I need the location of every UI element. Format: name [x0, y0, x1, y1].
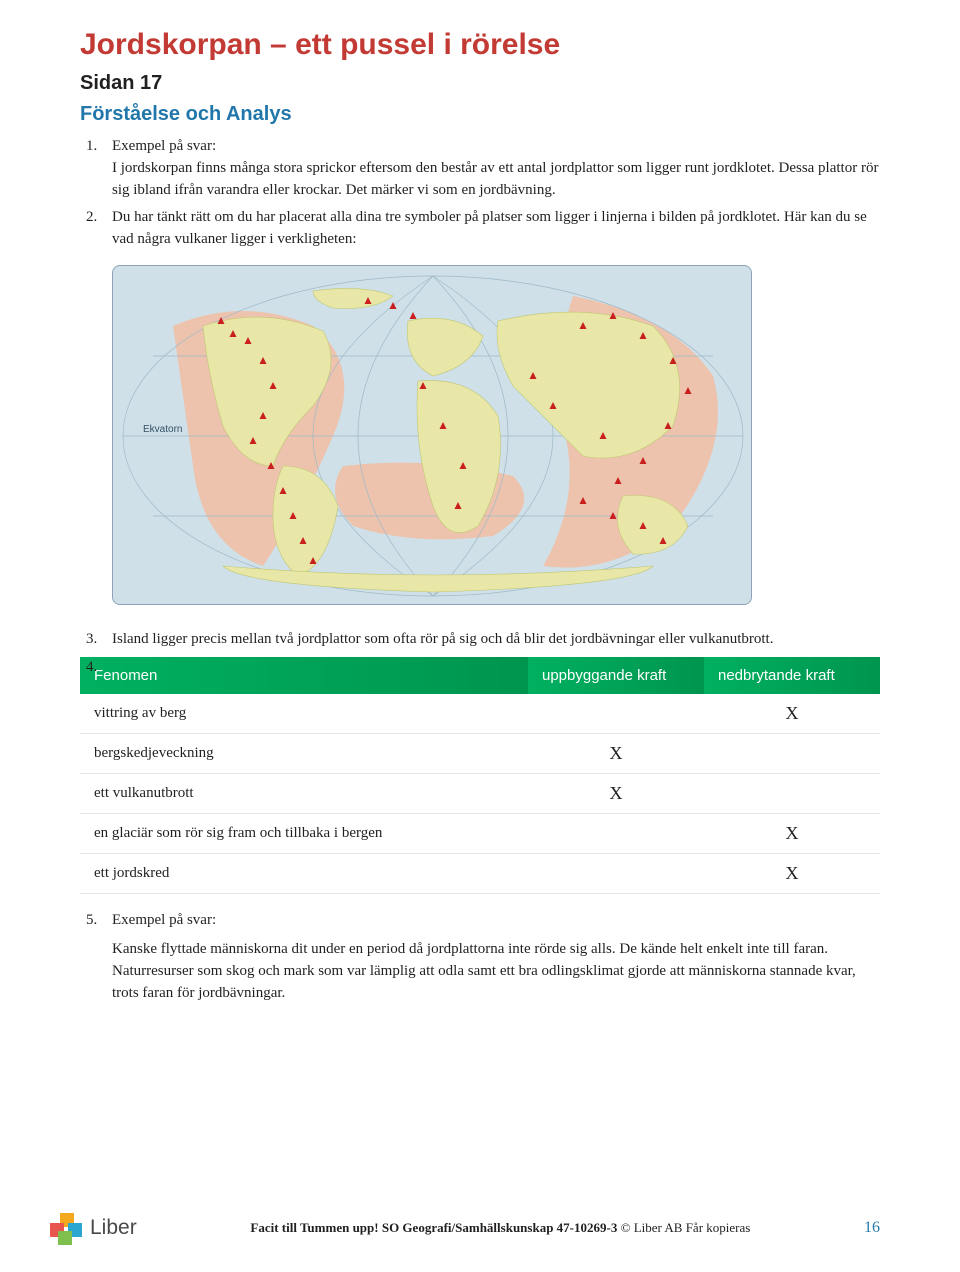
row-down: X — [704, 853, 880, 893]
th-fenomen: Fenomen — [80, 657, 528, 694]
logo-icon — [50, 1213, 84, 1243]
footer-text: Facit till Tummen upp! SO Geografi/Samhä… — [137, 1220, 864, 1236]
row-up: X — [528, 733, 704, 773]
row-up: X — [528, 773, 704, 813]
row-up — [528, 813, 704, 853]
row-label: ett vulkanutbrott — [80, 773, 528, 813]
row-down: X — [704, 813, 880, 853]
answer-4-num: 4. — [86, 657, 97, 679]
table-header-row: Fenomen uppbyggande kraft nedbrytande kr… — [80, 657, 880, 694]
fenomen-table: Fenomen uppbyggande kraft nedbrytande kr… — [80, 657, 880, 894]
answer-3-body: Island ligger precis mellan två jordplat… — [112, 631, 773, 647]
row-up — [528, 694, 704, 734]
answer-2-num: 2. — [86, 207, 97, 229]
section-heading: Förståelse och Analys — [80, 103, 880, 126]
answer-2-body: Du har tänkt rätt om du har placerat all… — [112, 209, 867, 247]
row-down — [704, 773, 880, 813]
row-label: bergskedjeveckning — [80, 733, 528, 773]
th-up: uppbyggande kraft — [528, 657, 704, 694]
answer-1-num: 1. — [86, 136, 97, 158]
table-row: vittring av berg X — [80, 694, 880, 734]
row-down: X — [704, 694, 880, 734]
footer-bold: Facit till Tummen upp! SO Geografi/Samhä… — [250, 1220, 617, 1235]
row-label: vittring av berg — [80, 694, 528, 734]
answer-1: 1. Exempel på svar: I jordskorpan finns … — [112, 136, 880, 201]
answer-5-body: Kanske flyttade människorna dit under en… — [112, 941, 856, 1001]
answer-1-lead: Exempel på svar: — [112, 138, 216, 154]
table-row: ett jordskred X — [80, 853, 880, 893]
answer-3-num: 3. — [86, 629, 97, 651]
table-row: bergskedjeveckningX — [80, 733, 880, 773]
page-footer: Liber Facit till Tummen upp! SO Geografi… — [0, 1208, 960, 1248]
page-number: 16 — [864, 1219, 880, 1237]
fenomen-table-wrap: Fenomen uppbyggande kraft nedbrytande kr… — [80, 657, 880, 894]
answer-5: 5. Exempel på svar: Kanske flyttade männ… — [112, 910, 880, 1005]
logo-text: Liber — [90, 1216, 137, 1240]
row-up — [528, 853, 704, 893]
row-label: ett jordskred — [80, 853, 528, 893]
row-label: en glaciär som rör sig fram och tillbaka… — [80, 813, 528, 853]
world-map: Ekvatorn — [112, 265, 752, 605]
page-subtitle: Sidan 17 — [80, 72, 880, 95]
answer-1-body: I jordskorpan finns många stora sprickor… — [112, 160, 878, 198]
answer-3: 3. Island ligger precis mellan två jordp… — [112, 629, 880, 651]
equator-label: Ekvatorn — [143, 424, 182, 435]
liber-logo: Liber — [50, 1213, 137, 1243]
page-title: Jordskorpan – ett pussel i rörelse — [80, 28, 880, 62]
th-down: nedbrytande kraft — [704, 657, 880, 694]
answer-5-num: 5. — [86, 910, 97, 932]
answer-2: 2. Du har tänkt rätt om du har placerat … — [112, 207, 880, 251]
table-row: ett vulkanutbrottX — [80, 773, 880, 813]
table-row: en glaciär som rör sig fram och tillbaka… — [80, 813, 880, 853]
row-down — [704, 733, 880, 773]
answer-5-lead: Exempel på svar: — [112, 912, 216, 928]
footer-rest: © Liber AB Får kopieras — [617, 1220, 750, 1235]
